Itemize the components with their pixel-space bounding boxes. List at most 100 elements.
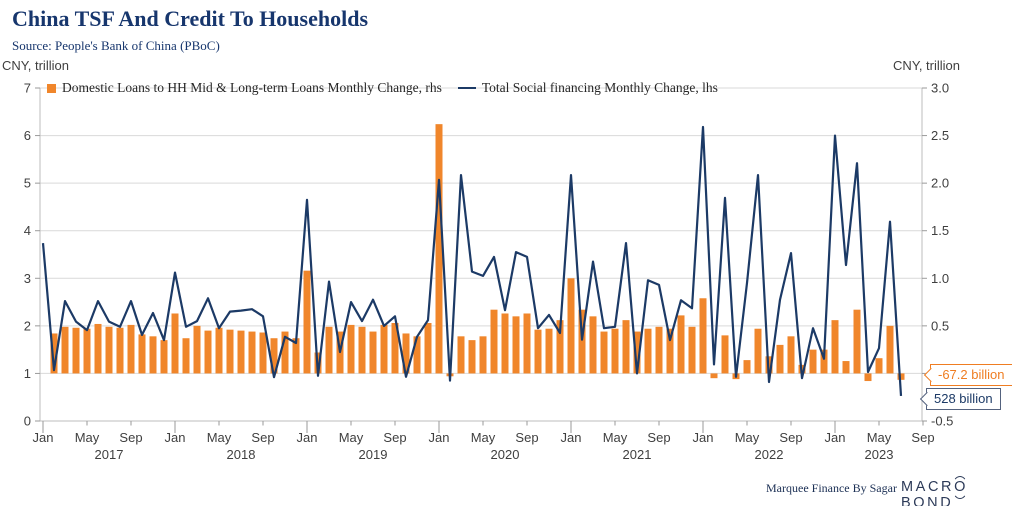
bar-series-legend-label: Domestic Loans to HH Mid & Long-term Loa…: [62, 80, 442, 95]
month-label: May: [207, 430, 232, 445]
bar: [347, 324, 355, 374]
bar-value-callout-text: -67.2 billion: [938, 367, 1005, 382]
bar: [578, 309, 586, 374]
bar-series-swatch-icon: [47, 83, 56, 93]
chart-legend: Domestic Loans to HH Mid & Long-term Loa…: [47, 80, 718, 96]
bar: [380, 324, 388, 374]
bar: [820, 349, 828, 374]
right-tick-label: 0.5: [931, 318, 949, 333]
bar: [105, 326, 113, 374]
bar: [292, 338, 300, 374]
macrobond-logo: MACROBOND: [901, 475, 1012, 506]
bar: [270, 338, 278, 374]
right-tick-label: 2.5: [931, 128, 949, 143]
left-tick-label: 5: [24, 176, 31, 191]
bar: [204, 330, 212, 374]
bar: [138, 334, 146, 374]
bar: [281, 331, 289, 374]
bar: [193, 325, 201, 374]
month-label: Jan: [297, 430, 318, 445]
bar: [710, 373, 718, 379]
bar: [644, 328, 652, 374]
bar-value-callout: -67.2 billion: [923, 364, 1012, 386]
bar: [721, 335, 729, 374]
bar: [457, 336, 465, 374]
source-note: Source: People's Bank of China (PBoC): [12, 38, 220, 53]
bar: [424, 323, 432, 374]
line-series-swatch-icon: [457, 86, 476, 90]
bar: [116, 327, 124, 374]
month-label: Sep: [647, 430, 670, 445]
credit-text: Marquee Finance By Sagar: [766, 481, 897, 495]
month-label: Jan: [429, 430, 450, 445]
logo-text: BOND: [901, 495, 954, 506]
bar: [699, 298, 707, 374]
bar: [534, 329, 542, 374]
bar: [589, 316, 597, 374]
bar: [61, 326, 69, 374]
bar: [545, 328, 553, 374]
bar: [600, 331, 608, 374]
bar: [435, 124, 443, 374]
left-tick-label: 6: [24, 128, 31, 143]
left-tick-label: 7: [24, 81, 31, 96]
tsf-line: [41, 125, 903, 396]
month-label: May: [75, 430, 100, 445]
bar: [160, 340, 168, 374]
bar: [490, 309, 498, 374]
bar: [523, 313, 531, 374]
bar: [303, 270, 311, 374]
month-label: May: [867, 430, 892, 445]
bar: [325, 326, 333, 374]
right-tick-label: -0.5: [931, 414, 953, 429]
bar: [237, 330, 245, 374]
month-label: Sep: [383, 430, 406, 445]
bar: [358, 326, 366, 374]
bar: [182, 338, 190, 374]
line-value-callout: 528 billion: [919, 388, 1001, 410]
month-label: Sep: [911, 430, 934, 445]
bar: [556, 320, 564, 374]
right-tick-label: 2.0: [931, 176, 949, 191]
month-label: May: [471, 430, 496, 445]
bar: [633, 331, 641, 374]
year-label: 2019: [359, 447, 388, 462]
bar: [754, 328, 762, 374]
bar: [479, 336, 487, 374]
bar: [402, 333, 410, 374]
bar: [875, 358, 883, 374]
left-tick-label: 2: [24, 318, 31, 333]
year-label: 2022: [755, 447, 784, 462]
month-label: Jan: [693, 430, 714, 445]
bar: [72, 327, 80, 374]
right-tick-label: 1.5: [931, 223, 949, 238]
bar: [666, 328, 674, 374]
bar: [787, 336, 795, 374]
bar: [259, 332, 267, 374]
bar: [611, 328, 619, 374]
bar: [391, 323, 399, 374]
bar: [127, 324, 135, 374]
left-tick-label: 3: [24, 271, 31, 286]
left-axis-unit: CNY, trillion: [2, 58, 69, 73]
line-series-legend-label: Total Social financing Monthly Change, l…: [481, 80, 718, 95]
bar: [512, 316, 520, 374]
month-label: Jan: [561, 430, 582, 445]
month-label: Sep: [515, 430, 538, 445]
year-label: 2017: [95, 447, 124, 462]
right-tick-label: 3.0: [931, 81, 949, 96]
bar: [853, 309, 861, 374]
bar: [622, 320, 630, 374]
bar: [83, 328, 91, 374]
left-tick-label: 0: [24, 414, 31, 429]
month-label: Jan: [165, 430, 186, 445]
left-tick-label: 1: [24, 366, 31, 381]
year-label: 2018: [227, 447, 256, 462]
bar: [688, 326, 696, 374]
year-label: 2020: [491, 447, 520, 462]
month-label: Sep: [779, 430, 802, 445]
month-label: May: [339, 430, 364, 445]
bar: [567, 278, 575, 374]
bar: [809, 349, 817, 374]
